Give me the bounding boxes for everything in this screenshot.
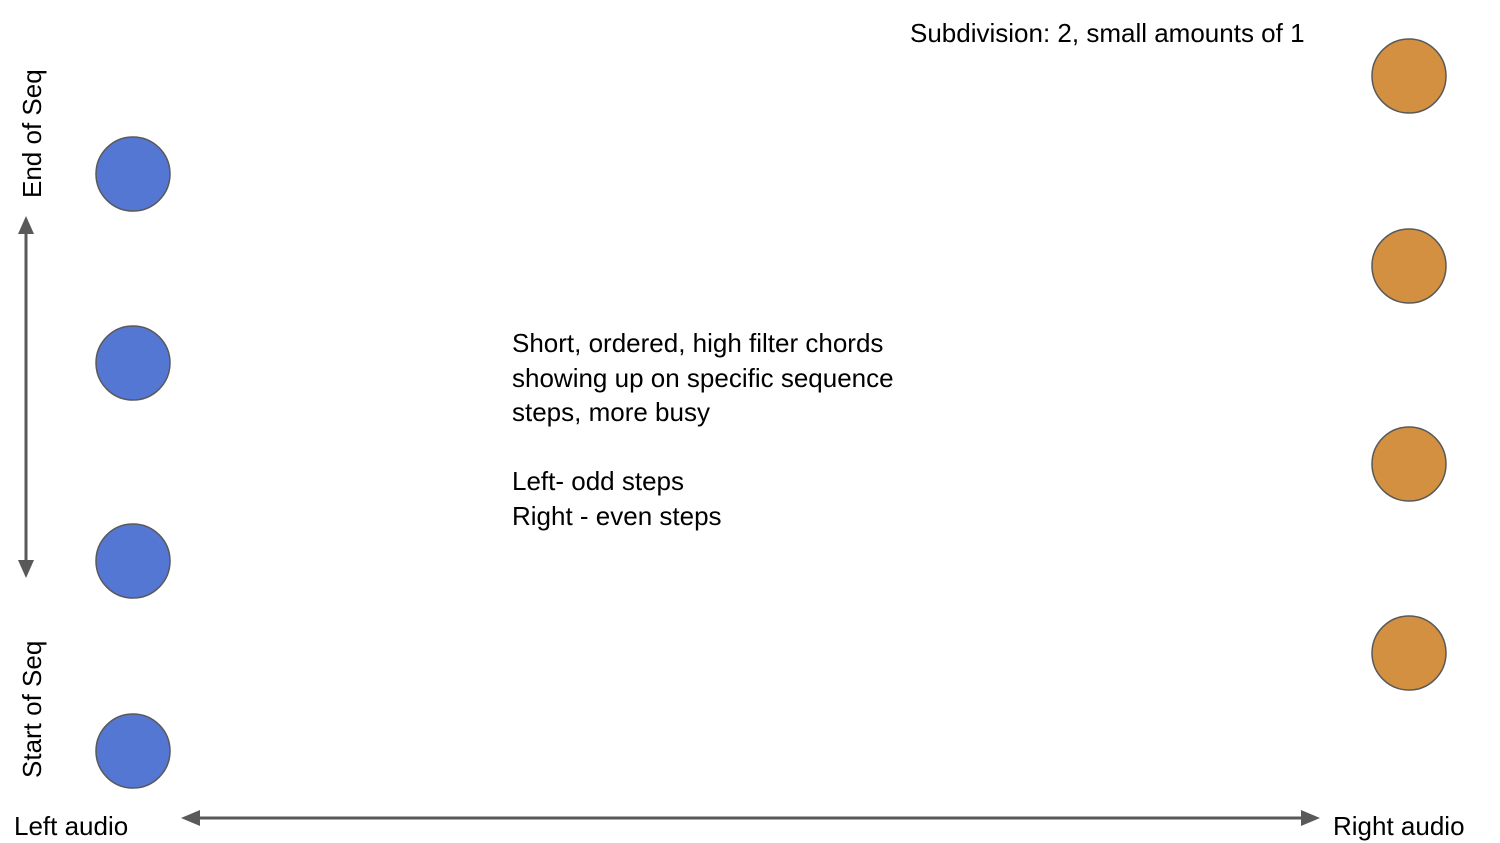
- description-line: Short, ordered, high filter chords: [512, 328, 884, 358]
- x-axis-left-label: Left audio: [14, 811, 129, 841]
- left-dots-group: [95, 136, 171, 789]
- left-dot: [95, 325, 171, 401]
- description-block: Short, ordered, high filter chords showi…: [512, 326, 894, 533]
- horizontal-axis-arrow: [181, 810, 1320, 826]
- left-dot: [95, 523, 171, 599]
- right-dot: [1371, 615, 1447, 691]
- left-dot: [95, 713, 171, 789]
- right-dots-group: [1371, 38, 1447, 691]
- description-line: Right - even steps: [512, 500, 722, 531]
- y-axis-bottom-label: Start of Seq: [17, 640, 47, 778]
- horizontal-axis-arrowhead-right: [1301, 810, 1320, 826]
- left-dot: [95, 136, 171, 212]
- right-dot: [1371, 426, 1447, 502]
- description-line: Left- odd steps: [512, 466, 684, 496]
- description-line: [512, 430, 894, 465]
- right-dot: [1371, 38, 1447, 114]
- vertical-axis-arrow: [18, 216, 34, 578]
- vertical-axis-arrowhead-bottom: [18, 560, 34, 578]
- description-line: showing up on specific sequence: [512, 362, 894, 393]
- right-dot: [1371, 228, 1447, 304]
- y-axis-top-label: End of Seq: [17, 69, 47, 198]
- description-line: steps, more busy: [512, 397, 710, 427]
- subdivision-note: Subdivision: 2, small amounts of 1: [910, 18, 1305, 48]
- vertical-axis-arrowhead-top: [18, 216, 34, 234]
- horizontal-axis-arrowhead-left: [181, 810, 200, 826]
- x-axis-right-label: Right audio: [1333, 811, 1465, 841]
